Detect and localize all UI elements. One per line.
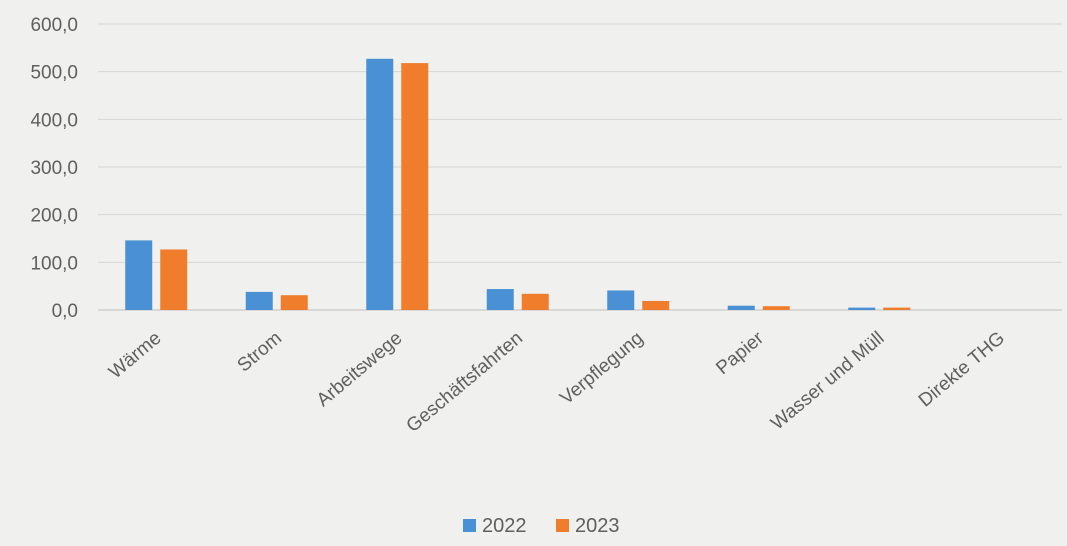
bar-2023-1 bbox=[280, 295, 308, 310]
legend-label-2023: 2023 bbox=[575, 515, 620, 537]
category-label: Direkte THG bbox=[915, 328, 1009, 412]
category-label: Geschäftsfahrten bbox=[403, 328, 527, 437]
category-label: Papier bbox=[712, 327, 768, 379]
bar-2022-4 bbox=[607, 290, 635, 310]
y-axis-tick-labels: 0,0 100,0 200,0 300,0 400,0 500,0 600,0 bbox=[30, 15, 78, 322]
legend-swatch-2022 bbox=[463, 519, 476, 532]
category-label: Wärme bbox=[105, 328, 165, 383]
bar-2022-1 bbox=[245, 291, 273, 310]
bar-2023-3 bbox=[521, 293, 549, 310]
category-label: Verpflegung bbox=[556, 328, 647, 409]
bar-2023-6 bbox=[883, 307, 911, 310]
bar-2023-2 bbox=[401, 63, 429, 310]
bar-2022-5 bbox=[727, 305, 755, 310]
category-label: Wasser und Müll bbox=[767, 328, 888, 435]
y-tick-label: 400,0 bbox=[30, 110, 78, 131]
legend: 2022 2023 bbox=[463, 515, 620, 537]
y-tick-label: 100,0 bbox=[30, 253, 78, 274]
legend-label-2022: 2022 bbox=[482, 515, 527, 537]
y-tick-label: 600,0 bbox=[30, 15, 78, 36]
bar-2022-2 bbox=[366, 58, 394, 311]
category-label: Strom bbox=[234, 328, 286, 377]
y-tick-label: 300,0 bbox=[30, 158, 78, 179]
gridlines bbox=[98, 23, 1062, 311]
bars bbox=[125, 58, 911, 311]
bar-2023-0 bbox=[160, 249, 188, 310]
bar-2023-5 bbox=[762, 306, 790, 310]
y-tick-label: 500,0 bbox=[30, 63, 78, 84]
bar-2022-6 bbox=[848, 307, 876, 310]
legend-swatch-2023 bbox=[556, 519, 569, 532]
bar-2022-0 bbox=[125, 240, 153, 310]
bar-2023-4 bbox=[642, 300, 670, 310]
y-tick-label: 0,0 bbox=[52, 301, 78, 322]
bar-2022-3 bbox=[486, 289, 514, 310]
y-tick-label: 200,0 bbox=[30, 206, 78, 227]
category-label: Arbeitswege bbox=[313, 328, 407, 411]
